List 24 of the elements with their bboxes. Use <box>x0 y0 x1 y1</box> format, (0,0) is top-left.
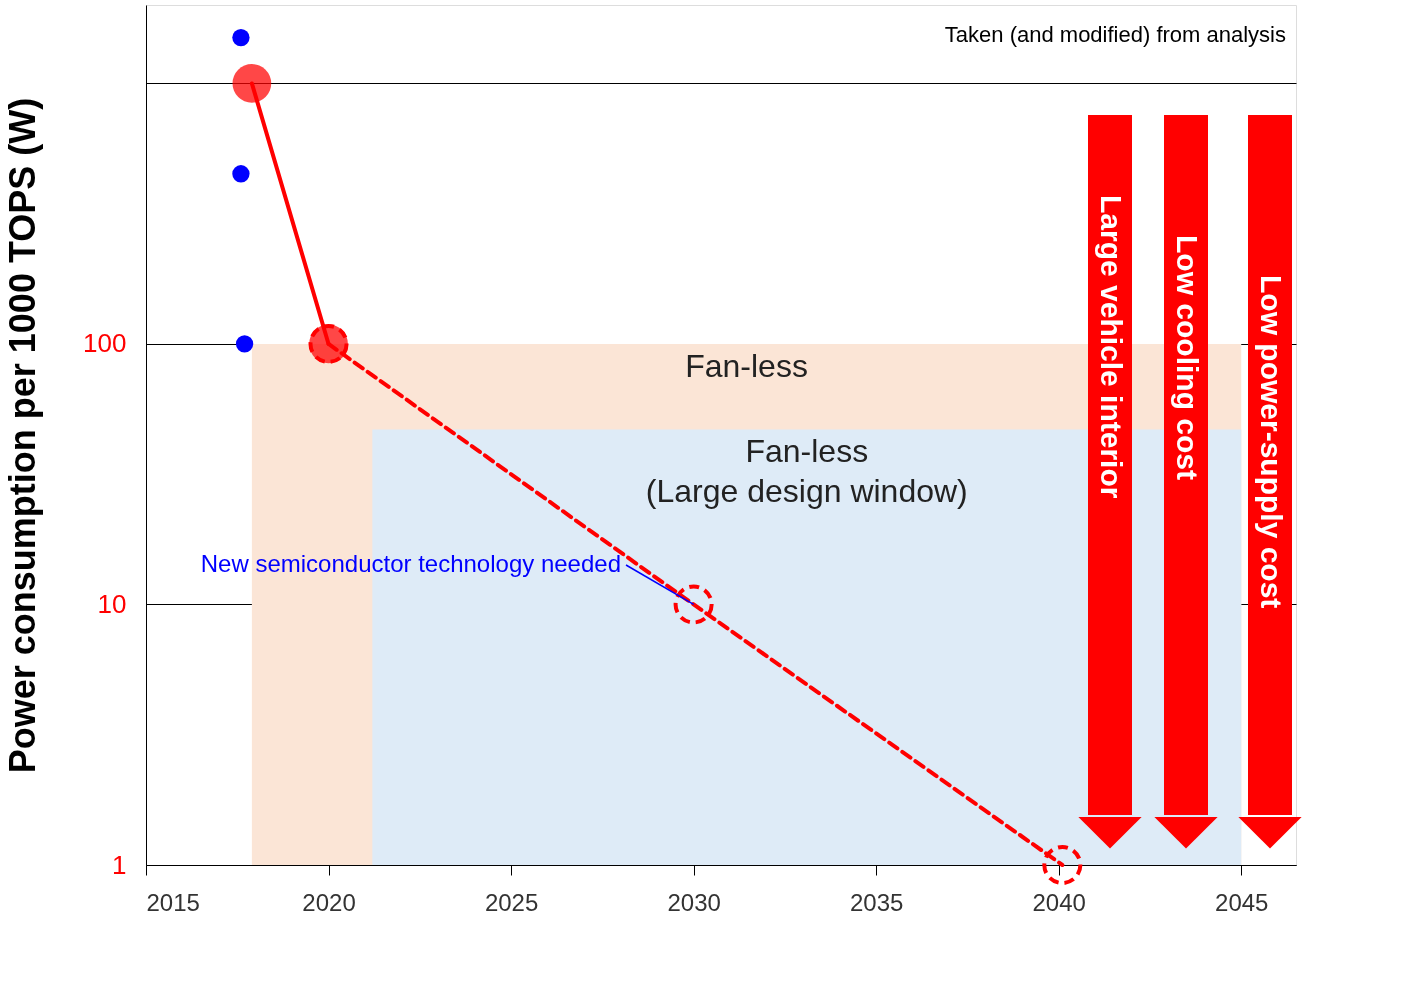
annotation: Low power-supply cost <box>1255 275 1288 609</box>
point <box>232 28 250 47</box>
point <box>232 165 250 183</box>
y-tick-label: 1 <box>112 849 127 880</box>
series-label: Fan-less (Large design window) <box>645 433 968 510</box>
annotation: Taken (and modified) from analysis <box>944 22 1286 47</box>
point <box>1042 845 1083 885</box>
annotation: Low cooling cost <box>1171 235 1204 480</box>
x-tick-label: 2040 <box>1032 888 1086 916</box>
series-label: Fan-less <box>685 347 808 384</box>
y-tick-label: 10 <box>97 588 127 619</box>
x-tick-label: 2030 <box>667 888 721 916</box>
point <box>235 335 254 353</box>
x-tick-label: 2015 <box>146 888 200 916</box>
x-tick-label: 2035 <box>849 888 904 916</box>
x-tick-label: 2045 <box>1215 888 1269 916</box>
annotation: Large vehicle interior <box>1095 195 1128 499</box>
point <box>232 64 272 103</box>
y-tick-label: 100 <box>83 328 127 359</box>
annotation: New semiconductor technology needed <box>200 550 621 577</box>
x-tick-label: 2025 <box>484 888 539 916</box>
point <box>673 584 714 625</box>
x-tick-label: 2020 <box>302 888 356 916</box>
y-axis-title: Power consumption per 1000 TOPS (W) <box>2 97 44 774</box>
